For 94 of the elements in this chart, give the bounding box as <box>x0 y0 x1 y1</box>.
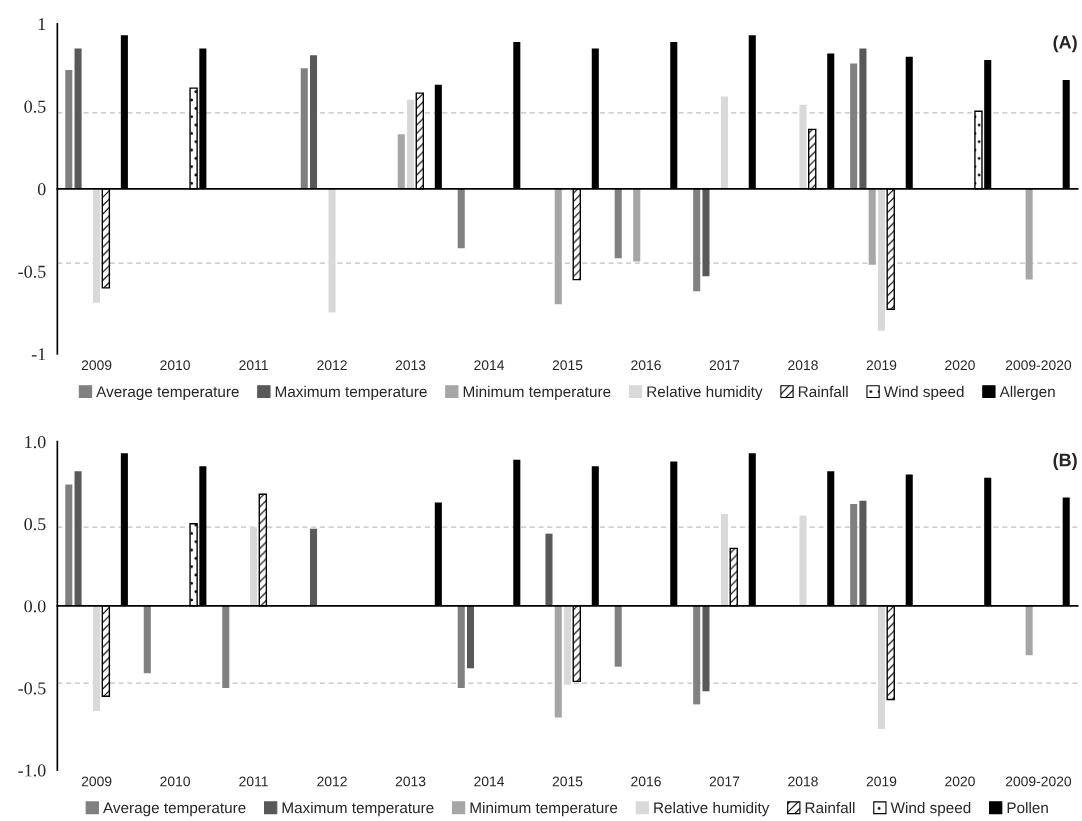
legend-label: Relative humidity <box>654 801 770 817</box>
bar <box>633 188 641 262</box>
bar <box>614 605 622 667</box>
x-tick-label: 2019 <box>866 776 897 787</box>
bar <box>563 605 572 685</box>
bar <box>93 188 101 303</box>
x-tick-label: 2013 <box>395 360 426 371</box>
y-tick-label: 1.0 <box>25 435 46 449</box>
bar <box>300 68 308 189</box>
y-tick-label: -0.5 <box>18 265 46 278</box>
y-tick-label: 0 <box>37 183 46 196</box>
legend-label: Relative humidity <box>647 385 763 401</box>
bar <box>850 63 858 189</box>
bar <box>222 605 230 688</box>
legend-label: Rainfall <box>805 801 855 814</box>
bar <box>1025 605 1033 656</box>
x-tick-label: 2014 <box>474 776 505 787</box>
x-tick-label: 2018 <box>788 360 818 371</box>
legend-label: Average temperature <box>103 802 246 817</box>
bar <box>1025 188 1033 280</box>
bar <box>74 48 82 189</box>
x-tick-label: 2012 <box>317 360 347 371</box>
bar <box>328 188 336 313</box>
x-tick-label: 2010 <box>160 360 190 371</box>
bar <box>693 188 701 292</box>
bar <box>554 188 562 305</box>
bar <box>614 188 622 259</box>
x-tick-label: 2011 <box>239 776 268 787</box>
bar <box>309 528 318 606</box>
bar <box>309 55 318 189</box>
x-tick-label: 2009-2020 <box>1005 776 1072 787</box>
bar <box>93 605 101 711</box>
x-tick-label: 2015 <box>552 360 583 371</box>
legend-label: Rainfall <box>798 385 848 398</box>
x-tick-label: 2011 <box>239 360 268 371</box>
bar <box>859 500 867 606</box>
x-tick-label: 2014 <box>474 360 505 371</box>
x-tick-label: 2009-2020 <box>1005 360 1072 371</box>
legend-label: Maximum temperature <box>275 385 427 401</box>
x-tick-label: 2009 <box>81 776 112 787</box>
legend-label: Pollen <box>1007 801 1048 814</box>
bar <box>702 605 710 692</box>
x-tick-label: 2015 <box>552 776 583 787</box>
bar <box>850 504 858 606</box>
legend-label: Wind speed <box>890 801 971 817</box>
text: (B) <box>1053 453 1077 470</box>
x-tick-label: 2010 <box>160 776 190 787</box>
legend-label: Minimum temperature <box>463 385 611 401</box>
bar <box>407 99 415 189</box>
bar <box>877 188 885 331</box>
y-tick-label: -0.5 <box>18 682 46 695</box>
bar <box>143 605 151 674</box>
y-tick-label: 0.0 <box>24 600 46 613</box>
bar <box>250 527 258 606</box>
legend-label: Allergen <box>999 385 1055 401</box>
bar <box>868 188 876 265</box>
bar <box>720 96 729 189</box>
bar <box>457 188 465 249</box>
x-tick-label: 2009 <box>81 360 112 371</box>
x-tick-label: 2017 <box>709 776 740 787</box>
bar <box>457 605 465 688</box>
x-tick-label: 2020 <box>945 776 975 787</box>
bar <box>74 471 82 606</box>
x-tick-label: 2019 <box>866 360 897 371</box>
bar <box>397 134 405 189</box>
bar <box>720 513 729 606</box>
text: (A) <box>1053 35 1077 53</box>
y-tick-label: -1.0 <box>18 764 46 777</box>
y-tick-label: -1 <box>31 348 46 361</box>
x-tick-label: 2018 <box>788 776 818 787</box>
bar <box>799 104 807 189</box>
legend-label: Maximum temperature <box>282 801 434 817</box>
x-tick-label: 2020 <box>945 360 975 371</box>
bar <box>702 188 710 277</box>
bar <box>799 515 807 606</box>
legend-label: Minimum temperature <box>470 801 618 817</box>
bar <box>554 605 562 718</box>
x-tick-label: 2012 <box>317 776 347 787</box>
y-tick-label: 1 <box>38 18 46 31</box>
bar <box>466 605 475 669</box>
x-tick-label: 2013 <box>395 776 426 787</box>
bar <box>65 70 73 189</box>
bar <box>545 533 553 606</box>
x-tick-label: 2016 <box>631 360 661 371</box>
bar <box>65 484 73 606</box>
x-tick-label: 2017 <box>709 360 740 371</box>
y-tick-label: 0.5 <box>24 518 46 531</box>
bar <box>693 605 701 705</box>
legend-label: Average temperature <box>96 386 239 401</box>
bar <box>877 605 885 730</box>
y-tick-label: 0.5 <box>24 100 46 113</box>
legend-label: Wind speed <box>883 385 964 401</box>
bar <box>859 48 867 189</box>
x-tick-label: 2016 <box>631 776 661 787</box>
